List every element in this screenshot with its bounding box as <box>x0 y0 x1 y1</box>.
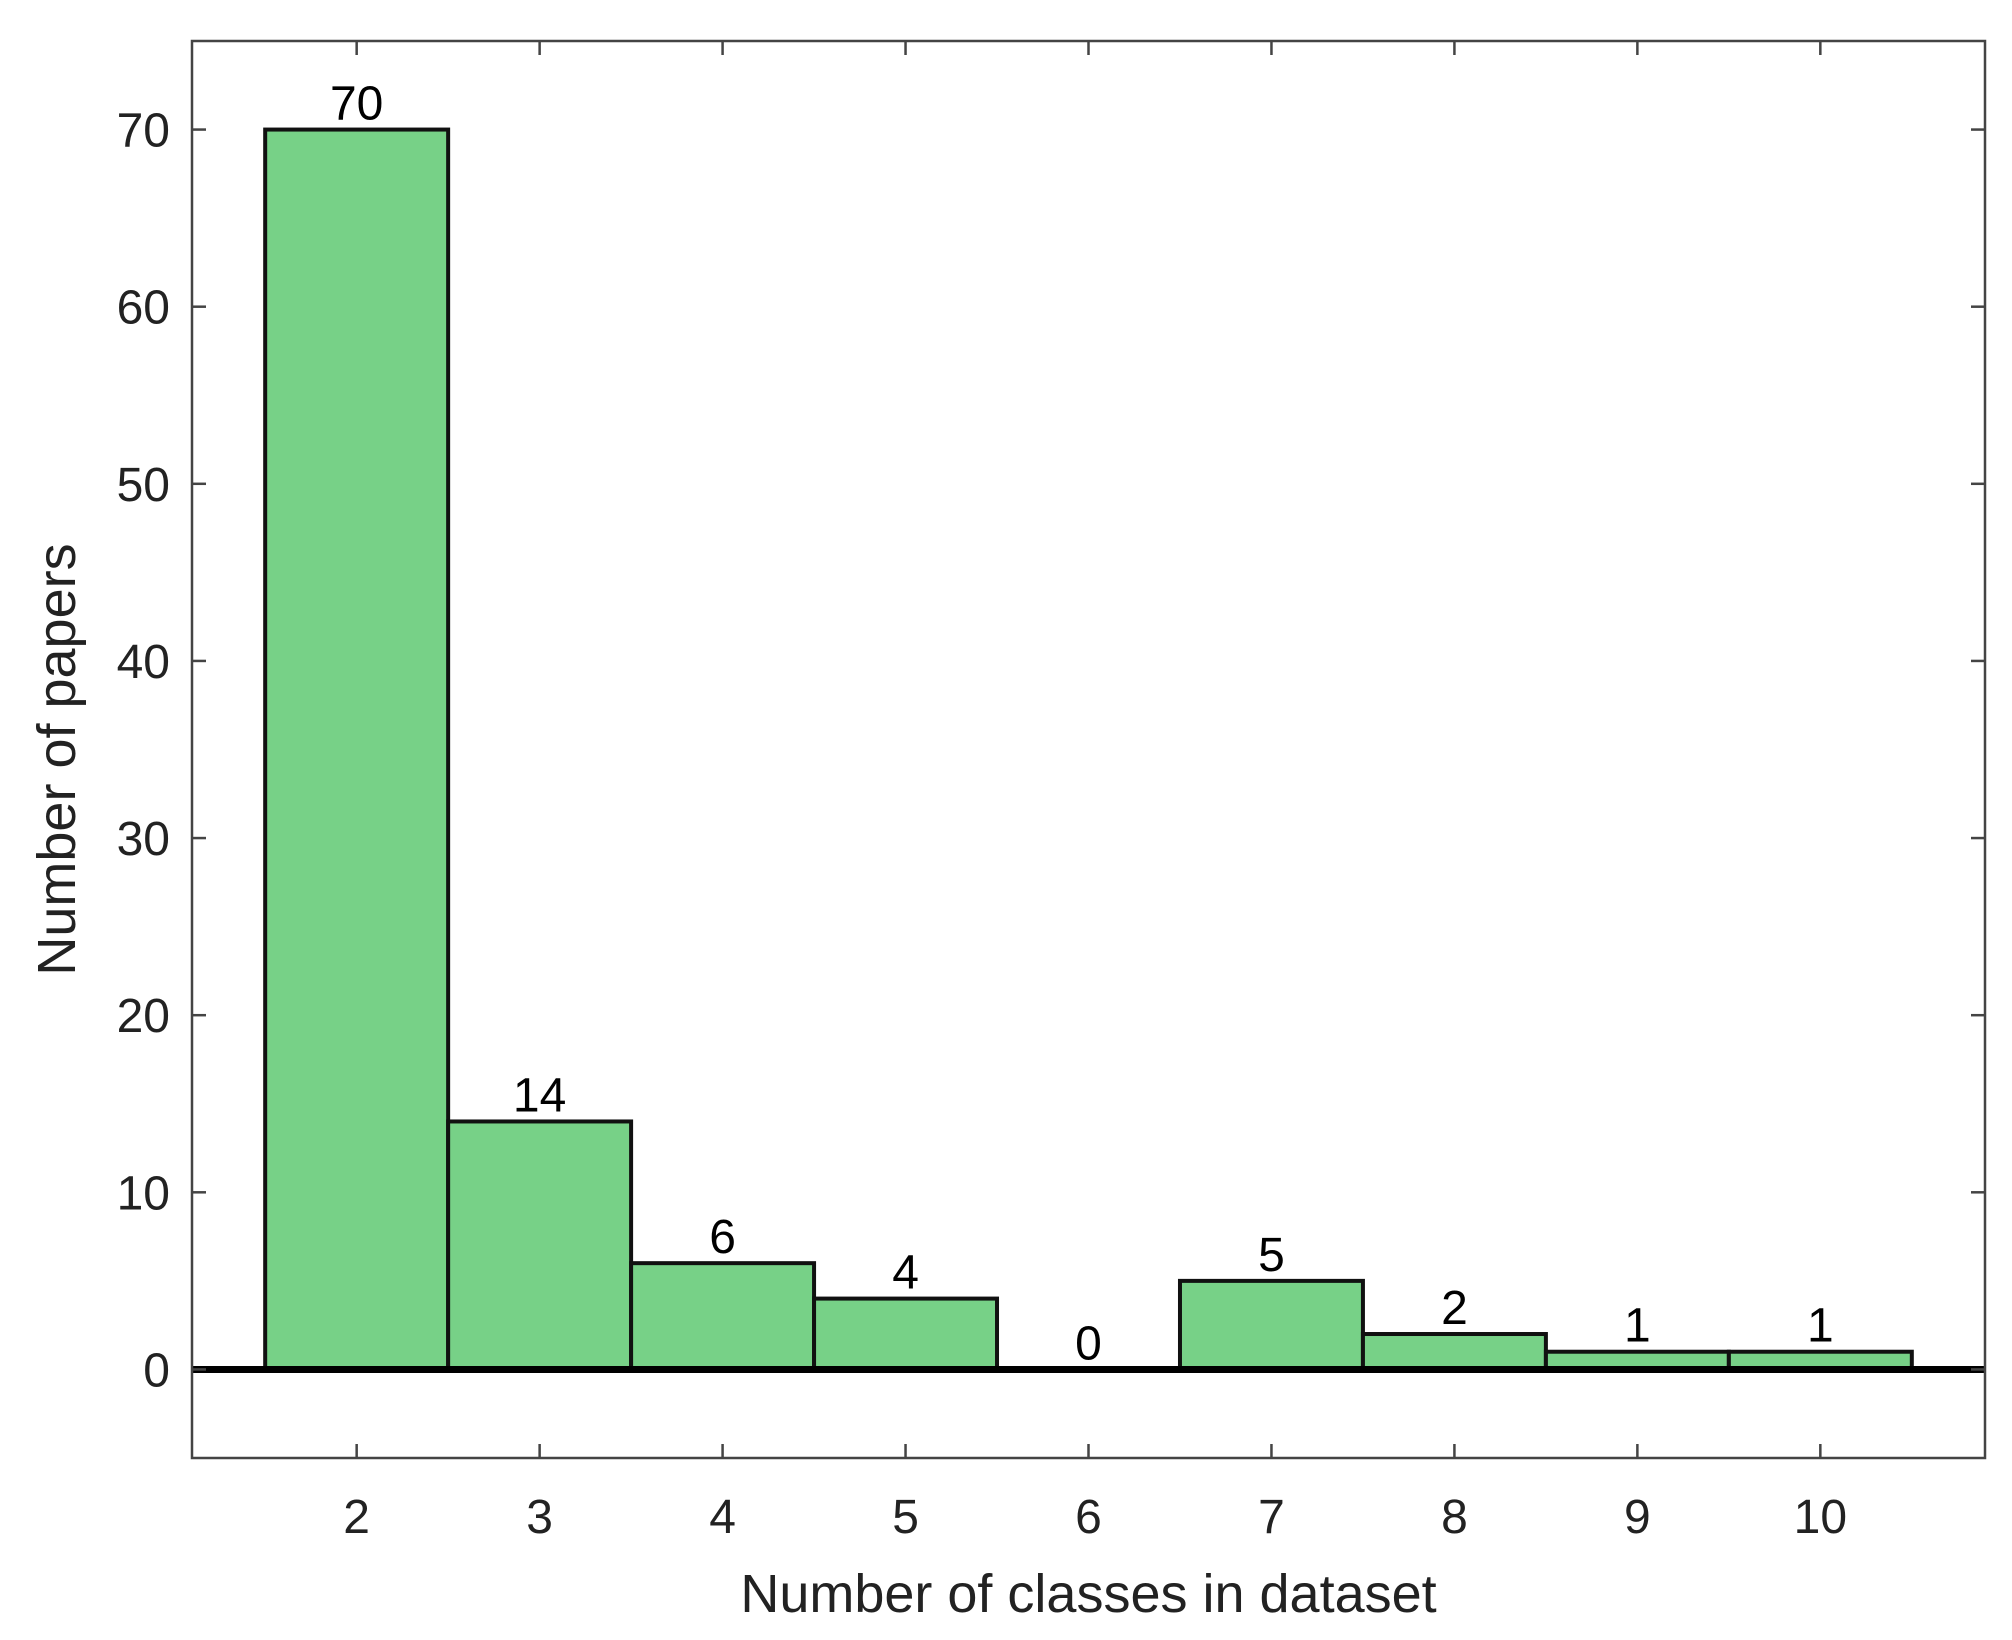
x-tick-label: 7 <box>1258 1491 1285 1544</box>
x-tick-label: 5 <box>892 1491 919 1544</box>
y-tick-label: 70 <box>117 105 170 158</box>
data-label: 1 <box>1807 1300 1834 1353</box>
data-label: 6 <box>709 1211 736 1264</box>
data-labels-group: 70 14 6 4 0 5 2 1 1 <box>330 78 1834 1371</box>
y-tick-label: 40 <box>117 636 170 689</box>
data-label: 4 <box>892 1247 919 1300</box>
y-tick-label: 10 <box>117 1167 170 1220</box>
x-tick-label: 2 <box>343 1491 370 1544</box>
data-label: 70 <box>330 78 383 131</box>
data-label: 5 <box>1258 1229 1285 1282</box>
bar-3 <box>446 1119 634 1372</box>
x-tick-label: 10 <box>1794 1491 1847 1544</box>
y-tick-label: 20 <box>117 990 170 1043</box>
x-tick-label: 3 <box>526 1491 553 1544</box>
data-label: 14 <box>513 1069 566 1122</box>
y-axis-title: Number of papers <box>27 543 87 975</box>
bars-group <box>263 127 1914 1372</box>
bar-5 <box>812 1296 1000 1372</box>
data-label: 0 <box>1075 1317 1102 1370</box>
data-label: 2 <box>1441 1282 1468 1335</box>
x-tick-label: 4 <box>709 1491 736 1544</box>
x-tick-label: 6 <box>1075 1491 1102 1544</box>
bar-4 <box>629 1261 817 1372</box>
bar-2 <box>263 127 451 1372</box>
y-tick-label: 50 <box>117 459 170 512</box>
bar-7 <box>1177 1278 1365 1372</box>
data-label: 1 <box>1624 1300 1651 1353</box>
y-tick-label: 0 <box>143 1344 170 1397</box>
bar-8 <box>1360 1332 1548 1372</box>
x-axis-title: Number of classes in dataset <box>740 1564 1436 1624</box>
y-tick-label: 60 <box>117 282 170 335</box>
y-tick-label: 30 <box>117 813 170 866</box>
x-tick-label: 9 <box>1624 1491 1651 1544</box>
x-tick-label: 8 <box>1441 1491 1468 1544</box>
